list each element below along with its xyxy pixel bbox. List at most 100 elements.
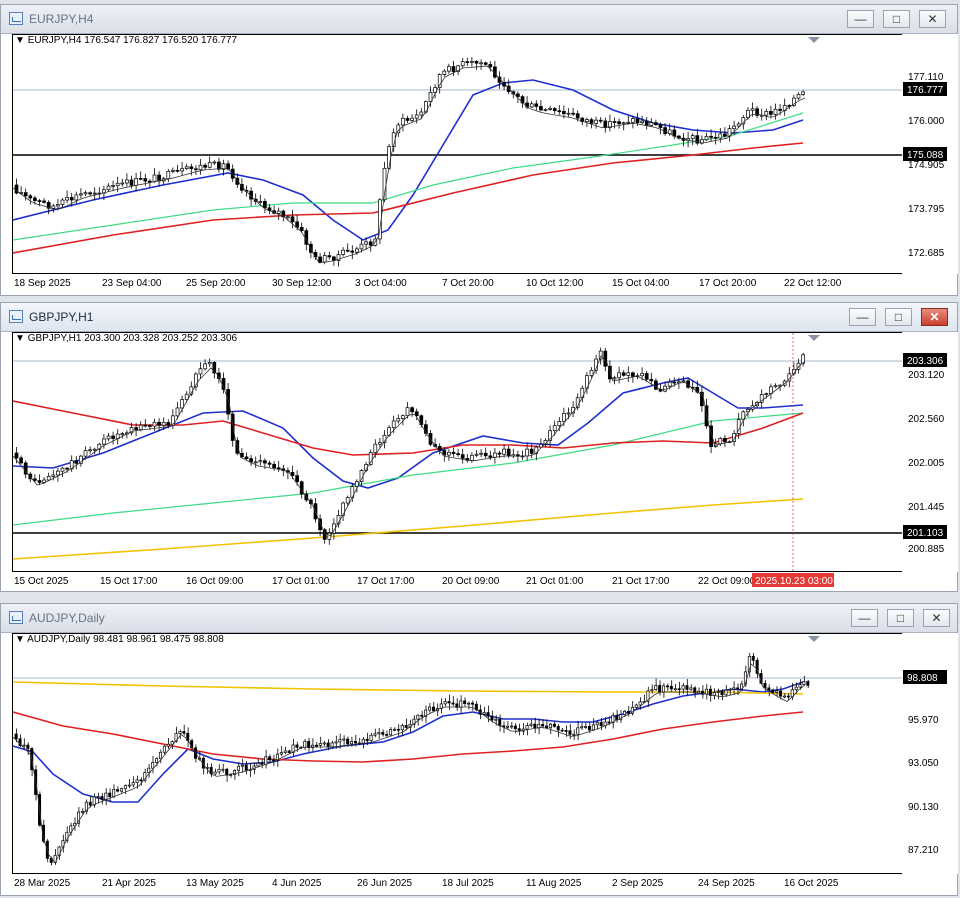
candle-body [724, 689, 728, 696]
title-bar[interactable]: AUDJPY,Daily — □ ✕ [1, 604, 957, 633]
candlestick [22, 738, 26, 750]
title-bar[interactable]: GBPJPY,H1 — □ ✕ [1, 303, 957, 332]
moving-average-fast-line [13, 79, 804, 241]
candlestick [511, 448, 516, 459]
candle-body [412, 718, 416, 725]
candle-body [562, 110, 566, 115]
minimize-button[interactable]: — [847, 10, 874, 28]
candlestick [341, 501, 345, 522]
maximize-button[interactable]: □ [887, 609, 914, 627]
candlestick [548, 425, 552, 448]
dropdown-arrow-icon[interactable]: ▼ [15, 333, 25, 344]
candle-body [773, 108, 778, 115]
minimize-button[interactable]: — [849, 308, 876, 326]
candlestick [236, 762, 240, 777]
candle-body [341, 249, 345, 255]
candlestick [88, 796, 92, 808]
symbol-info: ▼ GBPJPY,H1 203.300 203.328 203.252 203.… [15, 333, 237, 344]
candle-body [240, 184, 244, 191]
candlestick [342, 735, 346, 747]
chart-window-audjpy[interactable]: AUDJPY,Daily — □ ✕ 95.970 93.050 90.130 87.… [0, 603, 958, 896]
candlestick [769, 105, 773, 119]
candle-body [612, 377, 617, 380]
candle-body [405, 407, 410, 417]
candlestick [447, 449, 451, 461]
candlestick [474, 60, 479, 70]
candle-body [649, 122, 654, 126]
candle-body [437, 74, 442, 88]
candlestick [127, 778, 131, 789]
candle-body [69, 197, 74, 201]
candle-body [552, 425, 557, 432]
candle-body [100, 796, 104, 800]
candle-body [681, 685, 685, 690]
candle-body [608, 121, 612, 129]
candle-body [307, 741, 311, 748]
maximize-button[interactable]: □ [885, 308, 912, 326]
candle-body [405, 118, 410, 121]
candlestick [673, 683, 677, 692]
candlestick [400, 723, 404, 736]
candle-body [51, 205, 56, 209]
title-bar[interactable]: EURJPY,H4 — □ ✕ [1, 5, 957, 34]
candlestick [378, 437, 382, 448]
candlestick [470, 452, 474, 463]
candle-body [580, 387, 585, 399]
candle-body [460, 454, 465, 459]
close-button[interactable]: ✕ [921, 308, 948, 326]
candlestick [463, 697, 467, 707]
minimize-button[interactable]: — [851, 609, 878, 627]
candle-body [189, 166, 194, 170]
maximize-button[interactable]: □ [883, 10, 910, 28]
candlestick [221, 763, 225, 773]
candle-body [46, 202, 51, 209]
candle-body [111, 185, 115, 187]
candle-body [767, 687, 771, 691]
price-chart[interactable] [12, 34, 903, 274]
candle-body [322, 742, 326, 745]
candle-body [166, 743, 170, 747]
candlestick [414, 408, 419, 421]
candle-body [26, 744, 30, 749]
candle-body [396, 418, 401, 422]
candle-body [456, 65, 460, 72]
close-button[interactable]: ✕ [923, 609, 950, 627]
candle-body [42, 479, 46, 483]
candle-body [373, 443, 378, 453]
price-chart[interactable] [12, 633, 903, 874]
candle-body [545, 725, 549, 729]
candle-body [773, 385, 778, 388]
candlestick [96, 792, 100, 804]
price-tick-label: 176.000 [908, 116, 945, 127]
time-tick-label: 23 Sep 04:00 [102, 278, 162, 289]
price-axis: 177.110 176.000 174.905 173.795 172.685 176.7… [902, 34, 958, 274]
chart-window-eurjpy[interactable]: EURJPY,H4 — □ ✕ 177.110 176.000 174.905 173… [0, 4, 958, 296]
candlestick [723, 435, 727, 448]
candle-body [640, 120, 644, 123]
candle-body [171, 415, 175, 426]
candle-body [256, 762, 260, 767]
candlestick [23, 460, 28, 479]
dropdown-arrow-icon[interactable]: ▼ [15, 35, 25, 46]
price-tick-label: 93.050 [908, 758, 939, 769]
candle-body [279, 752, 283, 755]
chart-window-gbpjpy[interactable]: GBPJPY,H1 — □ ✕ 203.120 202.560 202.005 201… [0, 302, 958, 592]
candlestick [658, 122, 663, 135]
candle-body [327, 532, 332, 540]
candlestick [779, 686, 783, 700]
close-button[interactable]: ✕ [919, 10, 946, 28]
candlestick [221, 159, 226, 176]
candlestick [327, 528, 332, 545]
candle-body [258, 460, 263, 463]
candle-body [709, 135, 713, 138]
candle-body [264, 756, 268, 765]
candlestick [576, 720, 580, 741]
candlestick [571, 107, 575, 116]
candle-body [92, 192, 97, 195]
candlestick [486, 705, 490, 723]
candle-body [162, 745, 166, 753]
price-chart[interactable] [12, 332, 903, 572]
dropdown-arrow-icon[interactable]: ▼ [15, 634, 25, 645]
time-tick-label: 17 Oct 17:00 [357, 576, 415, 587]
candlestick [650, 684, 654, 694]
